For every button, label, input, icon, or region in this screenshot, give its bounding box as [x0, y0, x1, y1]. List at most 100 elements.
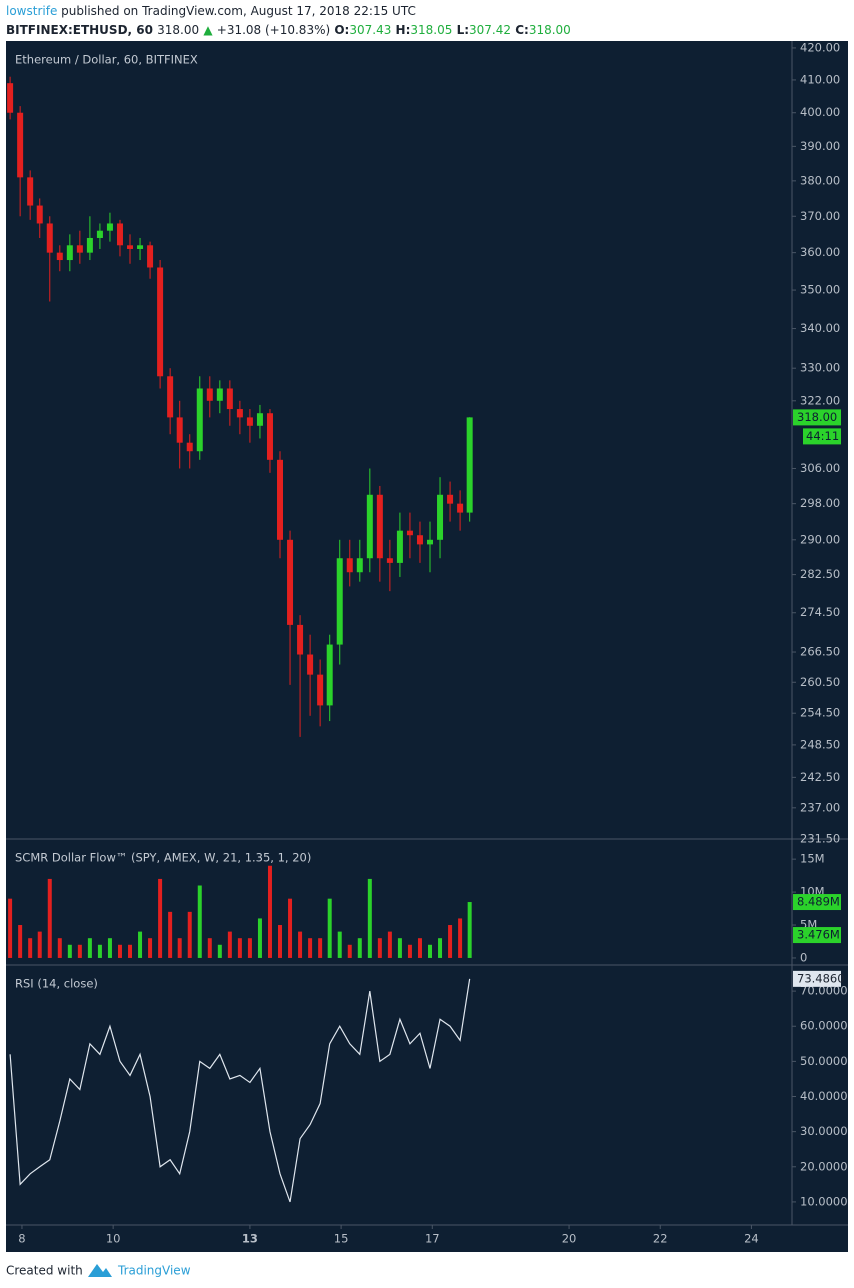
volume-bar [337, 931, 342, 958]
candle-body [116, 223, 123, 246]
candle-body [226, 388, 233, 410]
candle-body [27, 177, 34, 206]
volume-bar [347, 944, 352, 958]
y-tick-label: 390.00 [800, 139, 840, 153]
volume-bar [67, 944, 72, 958]
countdown: 44:11 [806, 429, 839, 443]
volume-bar [377, 938, 382, 958]
l-label: L: [457, 23, 469, 37]
y-tick-label: 410.00 [800, 72, 840, 86]
rsi-value-label: 73.4860 [797, 971, 845, 985]
candle-body [366, 494, 373, 559]
volume-bar [428, 944, 433, 958]
x-tick-label: 8 [18, 1232, 25, 1246]
h-label: H: [396, 23, 411, 37]
pane-title: Ethereum / Dollar, 60, BITFINEX [15, 53, 198, 67]
x-tick-label: 10 [106, 1232, 121, 1246]
candle-body [457, 503, 464, 513]
x-tick-label: 15 [334, 1232, 349, 1246]
published: published on TradingView.com, August 17,… [61, 4, 416, 18]
volume-bar [467, 902, 472, 958]
candle-body [376, 494, 383, 559]
header-line: lowstrife published on TradingView.com, … [6, 4, 416, 18]
logo[interactable] [88, 1264, 112, 1277]
candle-body [157, 267, 164, 377]
y-tick-label: 50.0000 [800, 1054, 848, 1068]
candle-body [147, 245, 154, 268]
x-tick-label: 24 [744, 1232, 759, 1246]
volume-bar [417, 938, 422, 958]
last-price-label: 318.00 [797, 410, 837, 424]
volume-bar [288, 898, 293, 958]
y-tick-label: 30.0000 [800, 1124, 848, 1138]
y-tick-label: 298.00 [800, 496, 840, 510]
volume-bar [458, 918, 463, 958]
y-tick-label: 0 [800, 950, 807, 964]
candle-body [76, 245, 83, 253]
candle-body [386, 558, 393, 563]
volume-bar [148, 938, 153, 958]
change: +31.08 (+10.83%) [217, 23, 330, 37]
candle-body [176, 417, 183, 443]
y-tick-label: 248.50 [800, 737, 840, 751]
volume-bar [187, 911, 192, 958]
volume-bar [298, 931, 303, 958]
c: 318.00 [529, 23, 571, 37]
volume-value-label-box [793, 894, 841, 911]
candle-body [317, 674, 324, 706]
volume-bar [237, 938, 242, 958]
x-tick-label: 20 [562, 1232, 577, 1246]
arrow: ▲ [203, 23, 213, 37]
candle-body [7, 83, 14, 113]
candle-body [346, 558, 353, 573]
candle-body [17, 112, 24, 178]
volume-bar [87, 938, 92, 958]
volume-bar [47, 878, 52, 958]
y-tick-label: 340.00 [800, 321, 840, 335]
pane-title: RSI (14, close) [15, 977, 98, 991]
candle-body [356, 558, 363, 573]
candle-body [167, 376, 174, 418]
x-tick-label: 17 [425, 1232, 440, 1246]
last: 318.00 [157, 23, 199, 37]
candle-body [106, 223, 113, 231]
y-tick-label: 60.0000 [800, 1019, 848, 1033]
volume-bar [438, 938, 443, 958]
volume-bar [407, 944, 412, 958]
y-tick-label: 20.0000 [800, 1159, 848, 1173]
volume-bar [107, 938, 112, 958]
volume-bar [267, 865, 272, 958]
candle-body [396, 530, 403, 563]
volume-bar [138, 931, 143, 958]
y-tick-label: 231.50 [800, 832, 840, 846]
volume-bar [357, 938, 362, 958]
volume-bar [257, 918, 262, 958]
candle-body [216, 388, 223, 401]
volume-bar [318, 938, 323, 958]
candle-body [297, 624, 304, 655]
created-with: Created with [6, 1264, 83, 1278]
h: 318.05 [410, 23, 452, 37]
candle-body [246, 417, 253, 426]
volume-bar [28, 938, 33, 958]
l: 307.42 [469, 23, 511, 37]
brand[interactable]: TradingView [117, 1264, 191, 1278]
y-tick-label: 420.00 [800, 40, 840, 54]
candle-body [447, 494, 454, 504]
pane-title: SCMR Dollar Flow™ (SPY, AMEX, W, 21, 1.3… [15, 851, 311, 865]
symbol: BITFINEX:ETHUSD, 60 [6, 23, 153, 37]
y-tick-label: 237.00 [800, 800, 840, 814]
candle-body [307, 654, 314, 675]
volume-bar [18, 925, 23, 958]
y-tick-label: 254.50 [800, 706, 840, 720]
volume-bar [247, 938, 252, 958]
x-tick-label: 13 [242, 1232, 258, 1246]
author[interactable]: lowstrife [6, 4, 57, 18]
y-tick-label: 360.00 [800, 245, 840, 259]
candle-body [266, 413, 273, 460]
volume-bar [327, 898, 332, 958]
candle-body [196, 388, 203, 452]
candle-body [336, 558, 343, 645]
